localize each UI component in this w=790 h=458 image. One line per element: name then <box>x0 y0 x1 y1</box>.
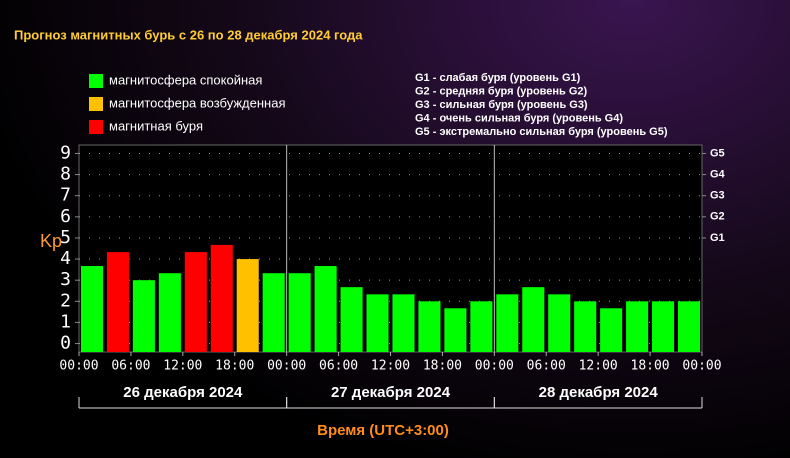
bar <box>366 294 389 352</box>
legend-swatch <box>89 97 103 111</box>
y-tick-label: 1 <box>60 311 71 332</box>
y-label: Kp <box>40 231 62 251</box>
bar <box>626 301 649 352</box>
y-tick-label: 6 <box>60 206 71 227</box>
x-tick-label: 06:00 <box>527 359 566 374</box>
y-tick-label: 2 <box>60 290 71 311</box>
x-tick-label: 18:00 <box>631 359 670 374</box>
y-tick-label: 0 <box>60 333 71 354</box>
bar <box>677 301 701 352</box>
y-tick-label: 3 <box>60 269 71 290</box>
x-tick-label: 18:00 <box>423 359 462 374</box>
legend-label: магнитная буря <box>109 118 203 133</box>
note: G3 - сильная буря (уровень G3) <box>415 99 588 111</box>
legend-label: магнитосфера спокойная <box>109 72 262 87</box>
note: G2 - средняя буря (уровень G2) <box>415 85 588 97</box>
bar <box>392 294 415 352</box>
day-label: 27 декабря 2024 <box>331 384 451 401</box>
chart-title: Прогноз магнитных бурь с 26 по 28 декабр… <box>14 27 363 42</box>
legend-swatch <box>89 120 103 134</box>
y-tick-label: 5 <box>60 227 71 248</box>
note: G4 - очень сильная буря (уровень G4) <box>415 112 623 124</box>
legend-swatch <box>89 74 103 88</box>
y-tick-label: 4 <box>60 248 71 269</box>
x-tick-label: 18:00 <box>215 359 254 374</box>
bar <box>418 301 441 352</box>
y2-tick-label: G1 <box>710 232 725 244</box>
bar <box>106 252 129 352</box>
x-tick-label: 06:00 <box>319 359 358 374</box>
bar <box>652 301 675 352</box>
x-tick-label: 00:00 <box>267 359 306 374</box>
bar <box>496 294 519 352</box>
note: G5 - экстремально сильная буря (уровень … <box>415 126 668 138</box>
bar <box>262 273 285 352</box>
x-tick-label: 06:00 <box>111 359 150 374</box>
bar <box>158 273 181 352</box>
y2-tick-label: G5 <box>710 147 725 159</box>
bar <box>340 287 363 352</box>
x-tick-label: 12:00 <box>163 359 202 374</box>
x-tick-label: 12:00 <box>371 359 410 374</box>
x-tick-label: 12:00 <box>579 359 618 374</box>
bar <box>314 266 337 352</box>
bar <box>470 301 493 352</box>
bar <box>522 287 545 352</box>
bar <box>184 252 207 352</box>
y-tick-label: 7 <box>60 185 71 206</box>
bar <box>132 280 155 352</box>
y2-tick-label: G3 <box>710 190 725 202</box>
bar <box>444 308 467 352</box>
x-tick-label: 00:00 <box>475 359 514 374</box>
y2-tick-label: G2 <box>710 211 725 223</box>
bar <box>210 244 233 352</box>
y-tick-label: 9 <box>60 142 71 163</box>
note: G1 - слабая буря (уровень G1) <box>415 72 581 84</box>
x-tick-label: 00:00 <box>682 359 721 374</box>
x-label: Время (UTC+3:00) <box>317 422 449 439</box>
legend-label: магнитосфера возбужденная <box>109 95 286 110</box>
y2-tick-label: G4 <box>710 168 726 180</box>
bar <box>288 273 311 352</box>
day-label: 28 декабря 2024 <box>539 384 659 401</box>
bar <box>600 308 623 352</box>
x-tick-label: 00:00 <box>59 359 98 374</box>
day-label: 26 декабря 2024 <box>123 384 243 401</box>
bar <box>574 301 597 352</box>
plot-area <box>78 144 703 353</box>
y-tick-label: 8 <box>60 164 71 185</box>
bar <box>548 294 571 352</box>
bar <box>80 266 104 352</box>
bar <box>236 259 259 352</box>
